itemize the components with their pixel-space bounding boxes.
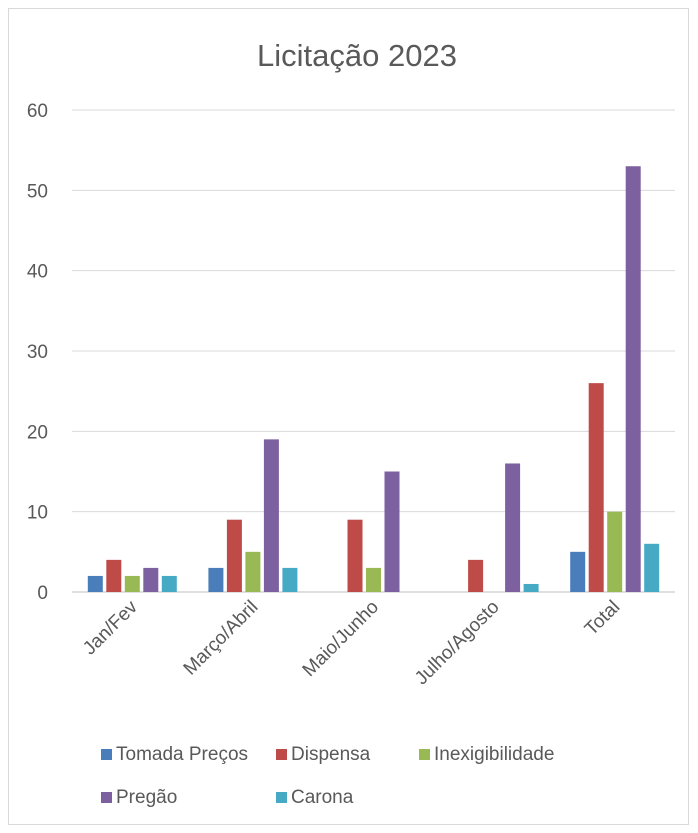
legend-swatch — [276, 792, 287, 803]
legend-label: Pregão — [116, 787, 177, 808]
y-axis: 0 10 20 30 40 50 60 — [27, 101, 48, 604]
bar-dispensa-4 — [588, 383, 604, 592]
chart-frame — [8, 8, 689, 825]
bar-tomada-pre-os-0 — [87, 575, 103, 592]
bar-dispensa-1 — [226, 519, 242, 592]
x-tick-label: Maio/Junho — [299, 597, 383, 681]
y-tick-label: 20 — [27, 422, 48, 443]
bar-carona-1 — [282, 567, 298, 592]
y-tick-label: 50 — [27, 181, 48, 202]
bar-inexigibilidade-2 — [366, 567, 381, 592]
bar-carona-0 — [161, 575, 177, 592]
bar-inexigibilidade-0 — [124, 575, 140, 592]
bar-dispensa-3 — [468, 559, 484, 592]
chart-title: Licitação 2023 — [257, 38, 457, 73]
legend-swatch — [419, 749, 430, 760]
bar-preg-o-3 — [505, 463, 521, 592]
bar-carona-3 — [523, 583, 539, 592]
bar-preg-o-0 — [143, 567, 159, 592]
x-tick-label: Março/Abril — [180, 597, 263, 680]
y-tick-label: 30 — [27, 342, 48, 363]
bar-dispensa-2 — [347, 519, 363, 592]
legend-label: Tomada Preços — [116, 744, 248, 765]
gridlines — [72, 109, 675, 593]
x-tick-label: Jan/Fev — [79, 596, 142, 659]
bar-tomada-pre-os-1 — [208, 567, 224, 592]
legend-swatch — [276, 749, 287, 760]
legend-label: Dispensa — [291, 744, 371, 765]
bar-dispensa-0 — [106, 559, 122, 592]
bars — [87, 166, 660, 592]
x-tick-label: Total — [581, 597, 624, 640]
bar-inexigibilidade-4 — [607, 511, 623, 592]
bar-inexigibilidade-1 — [245, 551, 261, 592]
bar-preg-o-2 — [384, 471, 400, 592]
bar-preg-o-4 — [625, 166, 641, 592]
y-tick-label: 0 — [37, 583, 48, 604]
bar-tomada-pre-os-4 — [570, 551, 586, 592]
legend-swatch — [101, 749, 112, 760]
y-tick-label: 10 — [27, 503, 48, 524]
legend-label: Inexigibilidade — [434, 744, 554, 765]
y-tick-label: 40 — [27, 262, 48, 283]
x-tick-label: Julho/Agosto — [411, 597, 504, 690]
bar-preg-o-1 — [263, 439, 279, 592]
bar-carona-4 — [644, 543, 660, 592]
y-tick-label: 60 — [27, 101, 48, 122]
legend-swatch — [101, 792, 112, 803]
x-axis: Jan/Fev Março/Abril Maio/Junho Julho/Agosto… — [79, 596, 624, 689]
legend-label: Carona — [291, 787, 354, 808]
legend: Tomada Preços Dispensa Inexigibilidade Preg… — [101, 744, 554, 808]
